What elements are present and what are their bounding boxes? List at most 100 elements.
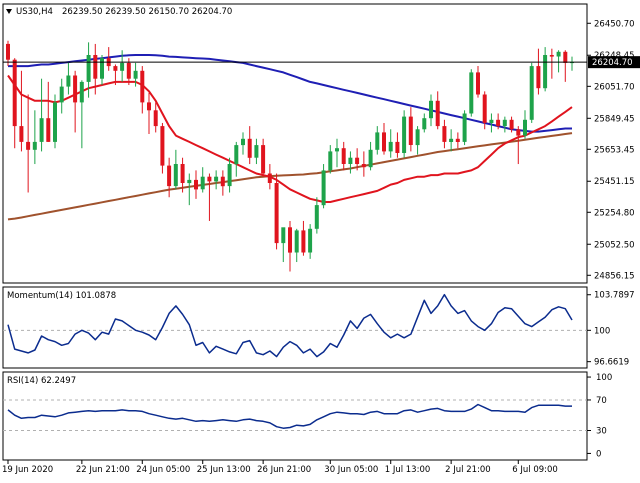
candle[interactable] [361,151,366,177]
candle-body [53,102,57,142]
candle[interactable] [328,145,333,174]
candle[interactable] [288,220,292,272]
candle-body [388,141,393,152]
candle[interactable] [449,129,454,152]
candle[interactable] [355,148,360,171]
candle[interactable] [368,141,373,171]
candle[interactable] [274,173,279,250]
candle[interactable] [234,141,239,177]
candle[interactable] [39,78,44,152]
candle[interactable] [207,173,212,221]
candle[interactable] [308,224,313,259]
candle[interactable] [442,119,447,149]
candle[interactable] [395,132,400,158]
candle[interactable] [402,110,407,158]
candle[interactable] [415,126,420,155]
candle[interactable] [100,54,104,86]
candle[interactable] [294,228,299,263]
momentum-tick-label: 100 [594,326,610,336]
candle-body [435,100,440,127]
candle-body [267,173,272,183]
candle[interactable] [32,110,37,165]
candle[interactable] [93,43,98,95]
collapse-arrow-icon[interactable] [6,9,12,14]
candle[interactable] [59,78,64,114]
candle[interactable] [53,94,57,149]
candle[interactable] [19,70,24,152]
candle[interactable] [314,197,319,234]
candle[interactable] [147,92,151,135]
candle-body [6,43,10,60]
candle[interactable] [26,94,31,193]
momentum-pane[interactable] [2,286,588,369]
candle[interactable] [153,102,158,133]
candle[interactable] [160,122,165,174]
candle-body [167,165,172,187]
candle[interactable] [335,138,339,168]
candle[interactable] [247,126,252,165]
candle-body [314,205,319,229]
candle[interactable] [408,107,413,152]
candle[interactable] [133,62,138,87]
candle[interactable] [66,62,71,95]
candle[interactable] [214,170,219,190]
candle[interactable] [469,69,474,117]
rsi-indicator: 100 70 30 0 [3,373,612,459]
candle[interactable] [220,170,225,196]
candle[interactable] [200,167,205,193]
candle[interactable] [194,170,198,199]
candle[interactable] [516,126,521,165]
price-tick-label: 25451.15 [594,177,635,187]
candle[interactable] [476,66,480,98]
candle[interactable] [301,220,306,256]
candle[interactable] [536,48,541,95]
candle[interactable] [496,113,501,130]
candle[interactable] [86,42,91,98]
candle[interactable] [489,113,494,133]
candle[interactable] [348,151,353,174]
candle[interactable] [113,64,118,86]
candle[interactable] [73,70,78,133]
candle-body [422,118,427,130]
candle[interactable] [549,48,554,79]
candle[interactable] [502,116,507,133]
candle[interactable] [180,157,185,193]
candle[interactable] [173,149,178,190]
candle[interactable] [509,116,514,133]
candle[interactable] [429,94,433,127]
candle[interactable] [321,164,326,209]
candle[interactable] [79,80,84,149]
candle[interactable] [523,110,527,139]
candle[interactable] [462,110,467,146]
candle[interactable] [482,91,487,130]
candle[interactable] [435,91,440,130]
candle[interactable] [382,122,386,155]
price-tick-label: 26051.70 [594,82,635,92]
candle[interactable] [167,157,172,198]
candle[interactable] [422,113,427,133]
candle[interactable] [455,132,460,149]
candle[interactable] [281,227,286,263]
price-axis: 26450.70 26248.45 26051.70 25849.45 25653.45… [587,19,635,281]
candle[interactable] [556,50,561,73]
candle[interactable] [261,138,266,177]
candle[interactable] [388,129,393,158]
candle[interactable] [341,141,346,171]
candle[interactable] [187,173,192,206]
candle[interactable] [120,50,125,82]
candle[interactable] [140,66,145,114]
candle-body [234,145,239,165]
candle[interactable] [227,157,232,193]
candle[interactable] [12,58,17,149]
candle[interactable] [241,132,245,155]
candle[interactable] [267,164,272,190]
candle[interactable] [46,81,51,142]
rsi-pane[interactable] [2,371,588,461]
candle[interactable] [529,62,534,123]
candle[interactable] [563,50,568,82]
candle[interactable] [543,47,548,92]
candle[interactable] [254,138,259,165]
candle[interactable] [375,126,380,155]
